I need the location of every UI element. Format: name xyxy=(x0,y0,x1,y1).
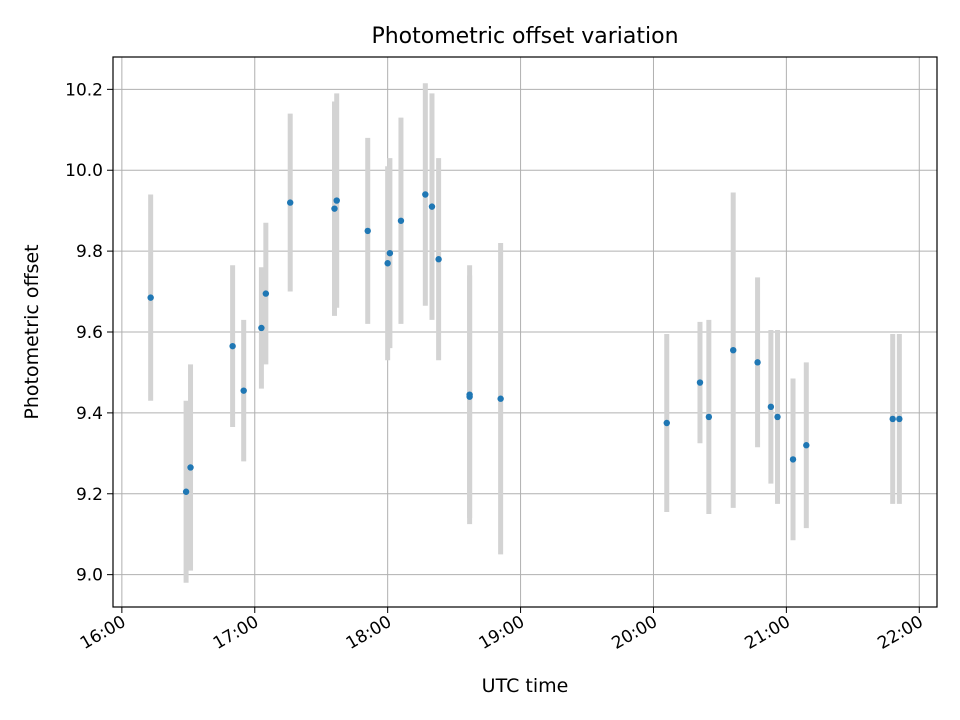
data-point xyxy=(364,227,371,235)
data-point xyxy=(182,488,190,495)
x-tick-label: 16:00 xyxy=(77,612,129,654)
y-tick-label: 9.2 xyxy=(76,485,103,505)
data-point xyxy=(663,419,670,427)
y-tick-label: 10.2 xyxy=(65,80,103,100)
y-axis-ticks: 9.0 9.2 9.4 9.6 9.8 10.0 10.2 xyxy=(65,80,113,586)
data-points xyxy=(147,191,903,495)
data-point xyxy=(466,393,473,400)
data-point xyxy=(754,359,761,366)
data-point xyxy=(229,342,236,350)
data-point xyxy=(497,395,504,402)
data-point xyxy=(896,415,903,423)
x-tick-label: 18:00 xyxy=(343,612,395,654)
y-axis-label: Photometric offset xyxy=(21,244,43,419)
chart-title: Photometric offset variation xyxy=(371,24,678,49)
data-point xyxy=(147,294,154,301)
data-point xyxy=(696,379,704,386)
data-point xyxy=(333,197,340,204)
x-axis-label: UTC time xyxy=(482,675,569,697)
data-point xyxy=(384,260,391,267)
data-point xyxy=(889,415,896,423)
data-point xyxy=(705,413,713,421)
x-tick-label: 21:00 xyxy=(741,612,793,654)
x-tick-label: 19:00 xyxy=(476,612,528,654)
data-point xyxy=(287,199,294,206)
data-point xyxy=(262,290,270,297)
y-tick-label: 9.4 xyxy=(76,404,103,424)
data-point xyxy=(774,413,781,421)
data-point xyxy=(789,456,797,463)
data-point xyxy=(331,205,338,212)
data-point xyxy=(803,442,810,449)
data-point xyxy=(386,249,394,257)
x-tick-label: 22:00 xyxy=(874,612,926,654)
data-point xyxy=(767,403,775,411)
y-tick-label: 9.6 xyxy=(76,323,103,343)
y-tick-label: 9.8 xyxy=(76,242,103,262)
y-tick-label: 10.0 xyxy=(65,161,103,181)
x-tick-label: 17:00 xyxy=(210,612,262,654)
data-point xyxy=(428,203,436,210)
data-point xyxy=(422,191,429,198)
x-tick-label: 20:00 xyxy=(609,612,661,654)
data-point xyxy=(240,387,247,394)
data-point xyxy=(187,464,194,471)
y-tick-label: 9.0 xyxy=(76,566,103,586)
data-point xyxy=(435,256,442,263)
data-point xyxy=(730,346,737,354)
data-point xyxy=(397,217,405,224)
x-axis-ticks: 16:00 17:00 18:00 19:00 20:00 21:00 22:00 xyxy=(77,607,927,654)
data-point xyxy=(258,324,265,332)
